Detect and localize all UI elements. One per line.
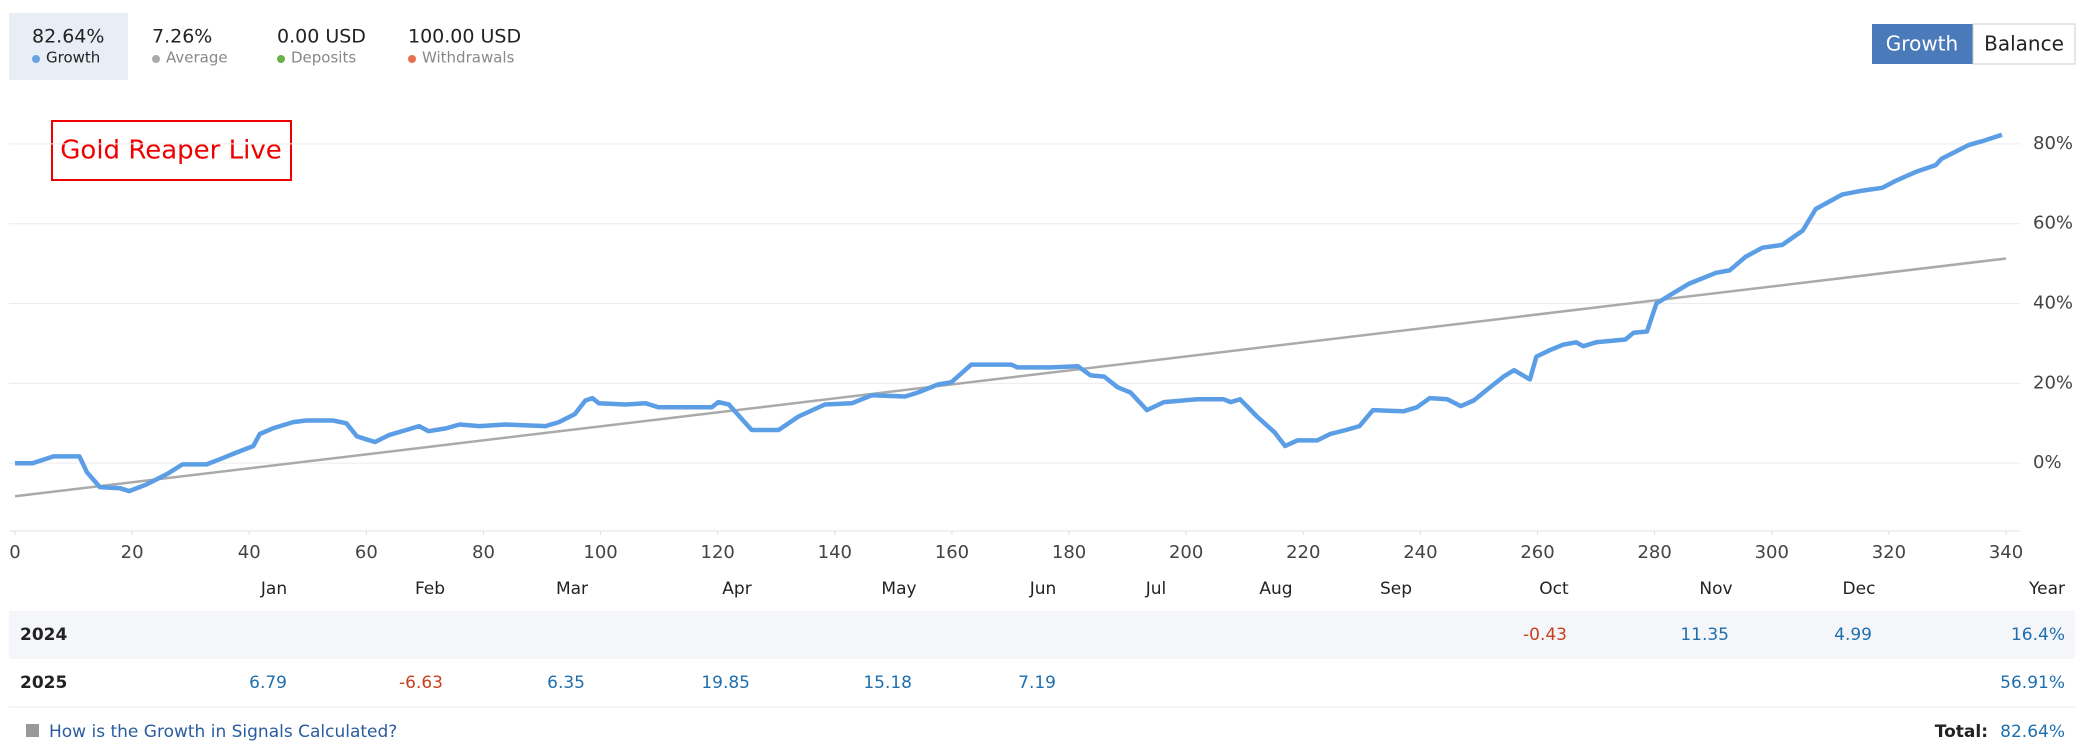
month-header: Feb	[415, 579, 445, 599]
row-year: 2025	[20, 673, 67, 693]
month-return: -0.43	[1523, 625, 1567, 645]
row-year: 2024	[20, 625, 67, 645]
month-header: Jan	[260, 579, 287, 599]
x-tick-label: 80	[472, 542, 495, 563]
month-return: 19.85	[701, 673, 750, 693]
x-tick-label: 60	[355, 542, 378, 563]
month-header: Apr	[722, 579, 751, 599]
year-return: 16.4%	[2011, 625, 2065, 645]
stat-dot	[408, 55, 416, 63]
x-tick-label: 260	[1520, 542, 1554, 563]
month-header: May	[881, 579, 916, 599]
x-tick-label: 180	[1052, 542, 1086, 563]
stat-value: 82.64%	[32, 26, 104, 48]
x-tick-label: 40	[238, 542, 261, 563]
growth-tab-bg[interactable]	[1872, 24, 1973, 64]
x-tick-label: 120	[701, 542, 735, 563]
series-line	[15, 132, 2003, 494]
growth-tab[interactable]: Growth	[1886, 32, 1958, 56]
x-tick-label: 160	[935, 542, 969, 563]
year-header: Year	[2028, 579, 2065, 599]
month-header: Nov	[1699, 579, 1732, 599]
stat-value: 7.26%	[152, 26, 212, 48]
x-tick-label: 20	[121, 542, 144, 563]
x-tick-label: 340	[1989, 542, 2023, 563]
total-value: 82.64%	[2000, 722, 2065, 742]
stat-label: Withdrawals	[422, 49, 515, 67]
stat-dot	[277, 55, 285, 63]
total-label: Total:	[1935, 722, 1988, 742]
x-tick-label: 240	[1403, 542, 1437, 563]
stat-value: 100.00 USD	[408, 26, 521, 48]
y-tick-label: 80%	[2033, 133, 2073, 154]
balance-tab[interactable]: Balance	[1984, 32, 2064, 56]
y-tick-label: 60%	[2033, 213, 2073, 234]
x-tick-label: 200	[1169, 542, 1203, 563]
series-line	[14, 257, 2007, 498]
year-return: 56.91%	[2000, 673, 2065, 693]
annotation: Gold Reaper Live	[60, 136, 281, 166]
row-bg	[9, 611, 2075, 659]
annotation-box	[51, 120, 292, 181]
month-return: 7.19	[1018, 673, 1056, 693]
help-link[interactable]: How is the Growth in Signals Calculated?	[49, 722, 397, 742]
stat-label: Growth	[46, 49, 100, 67]
x-tick-label: 220	[1286, 542, 1320, 563]
active-stat-bg	[9, 13, 128, 80]
month-return: 6.35	[547, 673, 585, 693]
month-return: -6.63	[399, 673, 443, 693]
stat-dot	[152, 55, 160, 63]
info-icon	[26, 724, 39, 737]
stat-value: 0.00 USD	[277, 26, 366, 48]
x-tick-label: 100	[583, 542, 617, 563]
month-return: 6.79	[249, 673, 287, 693]
month-return: 15.18	[863, 673, 912, 693]
x-tick-label: 0	[9, 542, 20, 563]
month-return: 11.35	[1680, 625, 1729, 645]
month-header: Aug	[1259, 579, 1292, 599]
month-header: Oct	[1539, 579, 1569, 599]
y-tick-label: 0%	[2033, 452, 2062, 473]
y-tick-label: 20%	[2033, 372, 2073, 393]
x-tick-label: 280	[1637, 542, 1671, 563]
month-header: Dec	[1843, 579, 1876, 599]
stat-dot	[32, 55, 40, 63]
x-tick-label: 140	[818, 542, 852, 563]
x-tick-label: 300	[1755, 542, 1789, 563]
balance-tab-bg[interactable]	[1972, 23, 2076, 65]
month-header: Mar	[556, 579, 588, 599]
month-return: 4.99	[1834, 625, 1872, 645]
month-header: Jun	[1029, 579, 1057, 599]
month-header: Jul	[1145, 579, 1167, 599]
y-tick-label: 40%	[2033, 293, 2073, 314]
month-header: Sep	[1380, 579, 1412, 599]
x-tick-label: 320	[1872, 542, 1906, 563]
stat-label: Average	[166, 49, 228, 67]
stat-label: Deposits	[291, 49, 356, 67]
